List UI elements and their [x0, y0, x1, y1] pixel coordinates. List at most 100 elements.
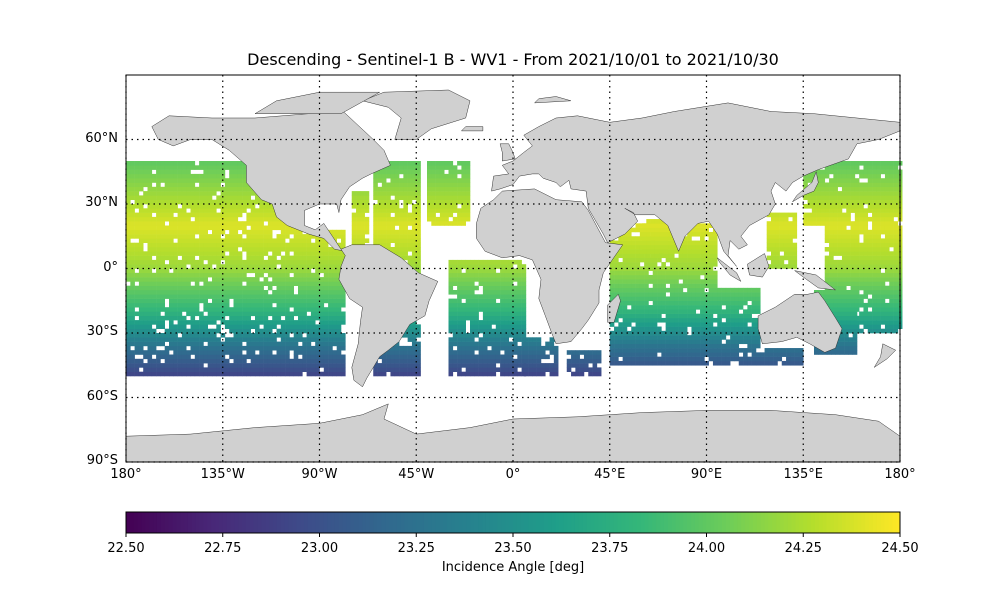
swath-cell: [263, 212, 269, 218]
swath-cell: [237, 225, 243, 231]
swath-cell: [323, 285, 329, 291]
swath-cell: [837, 225, 843, 231]
swath-cell: [293, 341, 299, 347]
swath-cell: [435, 199, 441, 205]
swath-cell: [390, 165, 396, 170]
swath-cell: [190, 320, 196, 325]
swath-cell: [850, 199, 856, 205]
swath-cell: [203, 178, 208, 183]
swath-cell: [134, 247, 140, 252]
swath-cell: [181, 285, 187, 291]
swath-cell: [622, 352, 628, 357]
swath-cell: [700, 266, 705, 271]
swath-cell: [841, 259, 847, 265]
swath-cell: [854, 324, 860, 329]
swath-cell: [659, 240, 664, 246]
swath-cell: [678, 266, 684, 271]
swath-cell: [373, 238, 378, 243]
swath-cell: [644, 283, 649, 289]
swath-cell: [194, 229, 200, 235]
swath-cell: [323, 324, 329, 329]
swath-cell: [500, 311, 505, 317]
swath-cell: [160, 238, 165, 243]
swath-cell: [652, 292, 658, 297]
swath-cell: [237, 169, 243, 175]
swath-cell: [147, 333, 153, 338]
swath-cell: [323, 354, 329, 360]
swath-cell: [250, 191, 256, 196]
swath-cell: [452, 298, 458, 304]
swath-cell: [482, 281, 488, 286]
swath-cell: [177, 264, 183, 269]
swath-cell: [829, 204, 834, 209]
swath-cell: [216, 242, 221, 248]
swath-cell: [250, 285, 256, 291]
swath-cell: [841, 161, 847, 166]
swath-cell: [328, 307, 333, 312]
swath-cell: [504, 328, 509, 334]
swath-cell: [721, 356, 727, 362]
swath-cell: [665, 287, 671, 293]
swath-cell: [267, 298, 273, 304]
swath-cell: [315, 294, 320, 299]
swath-cell: [678, 292, 684, 297]
swath-cell: [708, 231, 714, 237]
swath-cell: [229, 229, 234, 235]
swath-cell: [255, 311, 260, 317]
swath-cell: [147, 165, 153, 170]
swath-cell: [164, 350, 170, 355]
swath-cell: [169, 371, 174, 377]
swath-cell: [652, 257, 658, 263]
swath-cell: [164, 328, 170, 334]
swath-cell: [302, 320, 307, 325]
swath-cell: [844, 341, 849, 347]
swath-cell: [147, 212, 153, 218]
swath-cell: [186, 285, 191, 291]
swath-cell: [263, 234, 269, 239]
swath-cell: [259, 216, 264, 222]
swath-cell: [682, 270, 688, 276]
swath-cell: [143, 225, 148, 231]
swath-cell: [233, 247, 239, 252]
swath-cell: [682, 244, 688, 250]
swath-cell: [263, 367, 269, 372]
swath-cell: [212, 290, 217, 295]
swath-cell: [272, 290, 277, 295]
swath-cell: [332, 290, 337, 295]
swath-cell: [224, 182, 230, 188]
swath-cell: [482, 285, 488, 291]
swath-cell: [190, 290, 196, 295]
swath-cell: [411, 191, 417, 196]
swath-cell: [439, 178, 445, 183]
swath-cell: [298, 268, 303, 274]
swath-cell: [461, 173, 466, 179]
swath-cell: [156, 371, 161, 377]
swath-cell: [341, 285, 346, 291]
swath-cell: [224, 199, 230, 205]
swath-cell: [276, 320, 282, 325]
swath-cell: [470, 333, 475, 338]
swath-cell: [682, 360, 688, 366]
swath-cell: [156, 242, 161, 248]
swath-cell: [695, 231, 701, 237]
swath-cell: [242, 363, 247, 368]
swath-cell: [229, 191, 234, 196]
swath-cell: [332, 298, 337, 304]
swath-cell: [482, 350, 488, 355]
swath-cell: [788, 221, 793, 226]
swath-cell: [280, 264, 286, 269]
swath-cell: [341, 358, 346, 364]
swath-cell: [687, 296, 692, 302]
swath-cell: [704, 274, 709, 280]
swath-cell: [850, 281, 856, 286]
swath-cell: [829, 281, 834, 286]
swath-cell: [242, 337, 247, 342]
swath-cell: [566, 367, 572, 372]
swath-cell: [285, 337, 290, 342]
swath-cell: [138, 178, 144, 183]
swath-cell: [177, 285, 183, 291]
swath-cell: [199, 277, 204, 282]
swath-cell: [220, 341, 226, 347]
swath-cell: [734, 348, 740, 353]
swath-cell: [250, 229, 256, 235]
